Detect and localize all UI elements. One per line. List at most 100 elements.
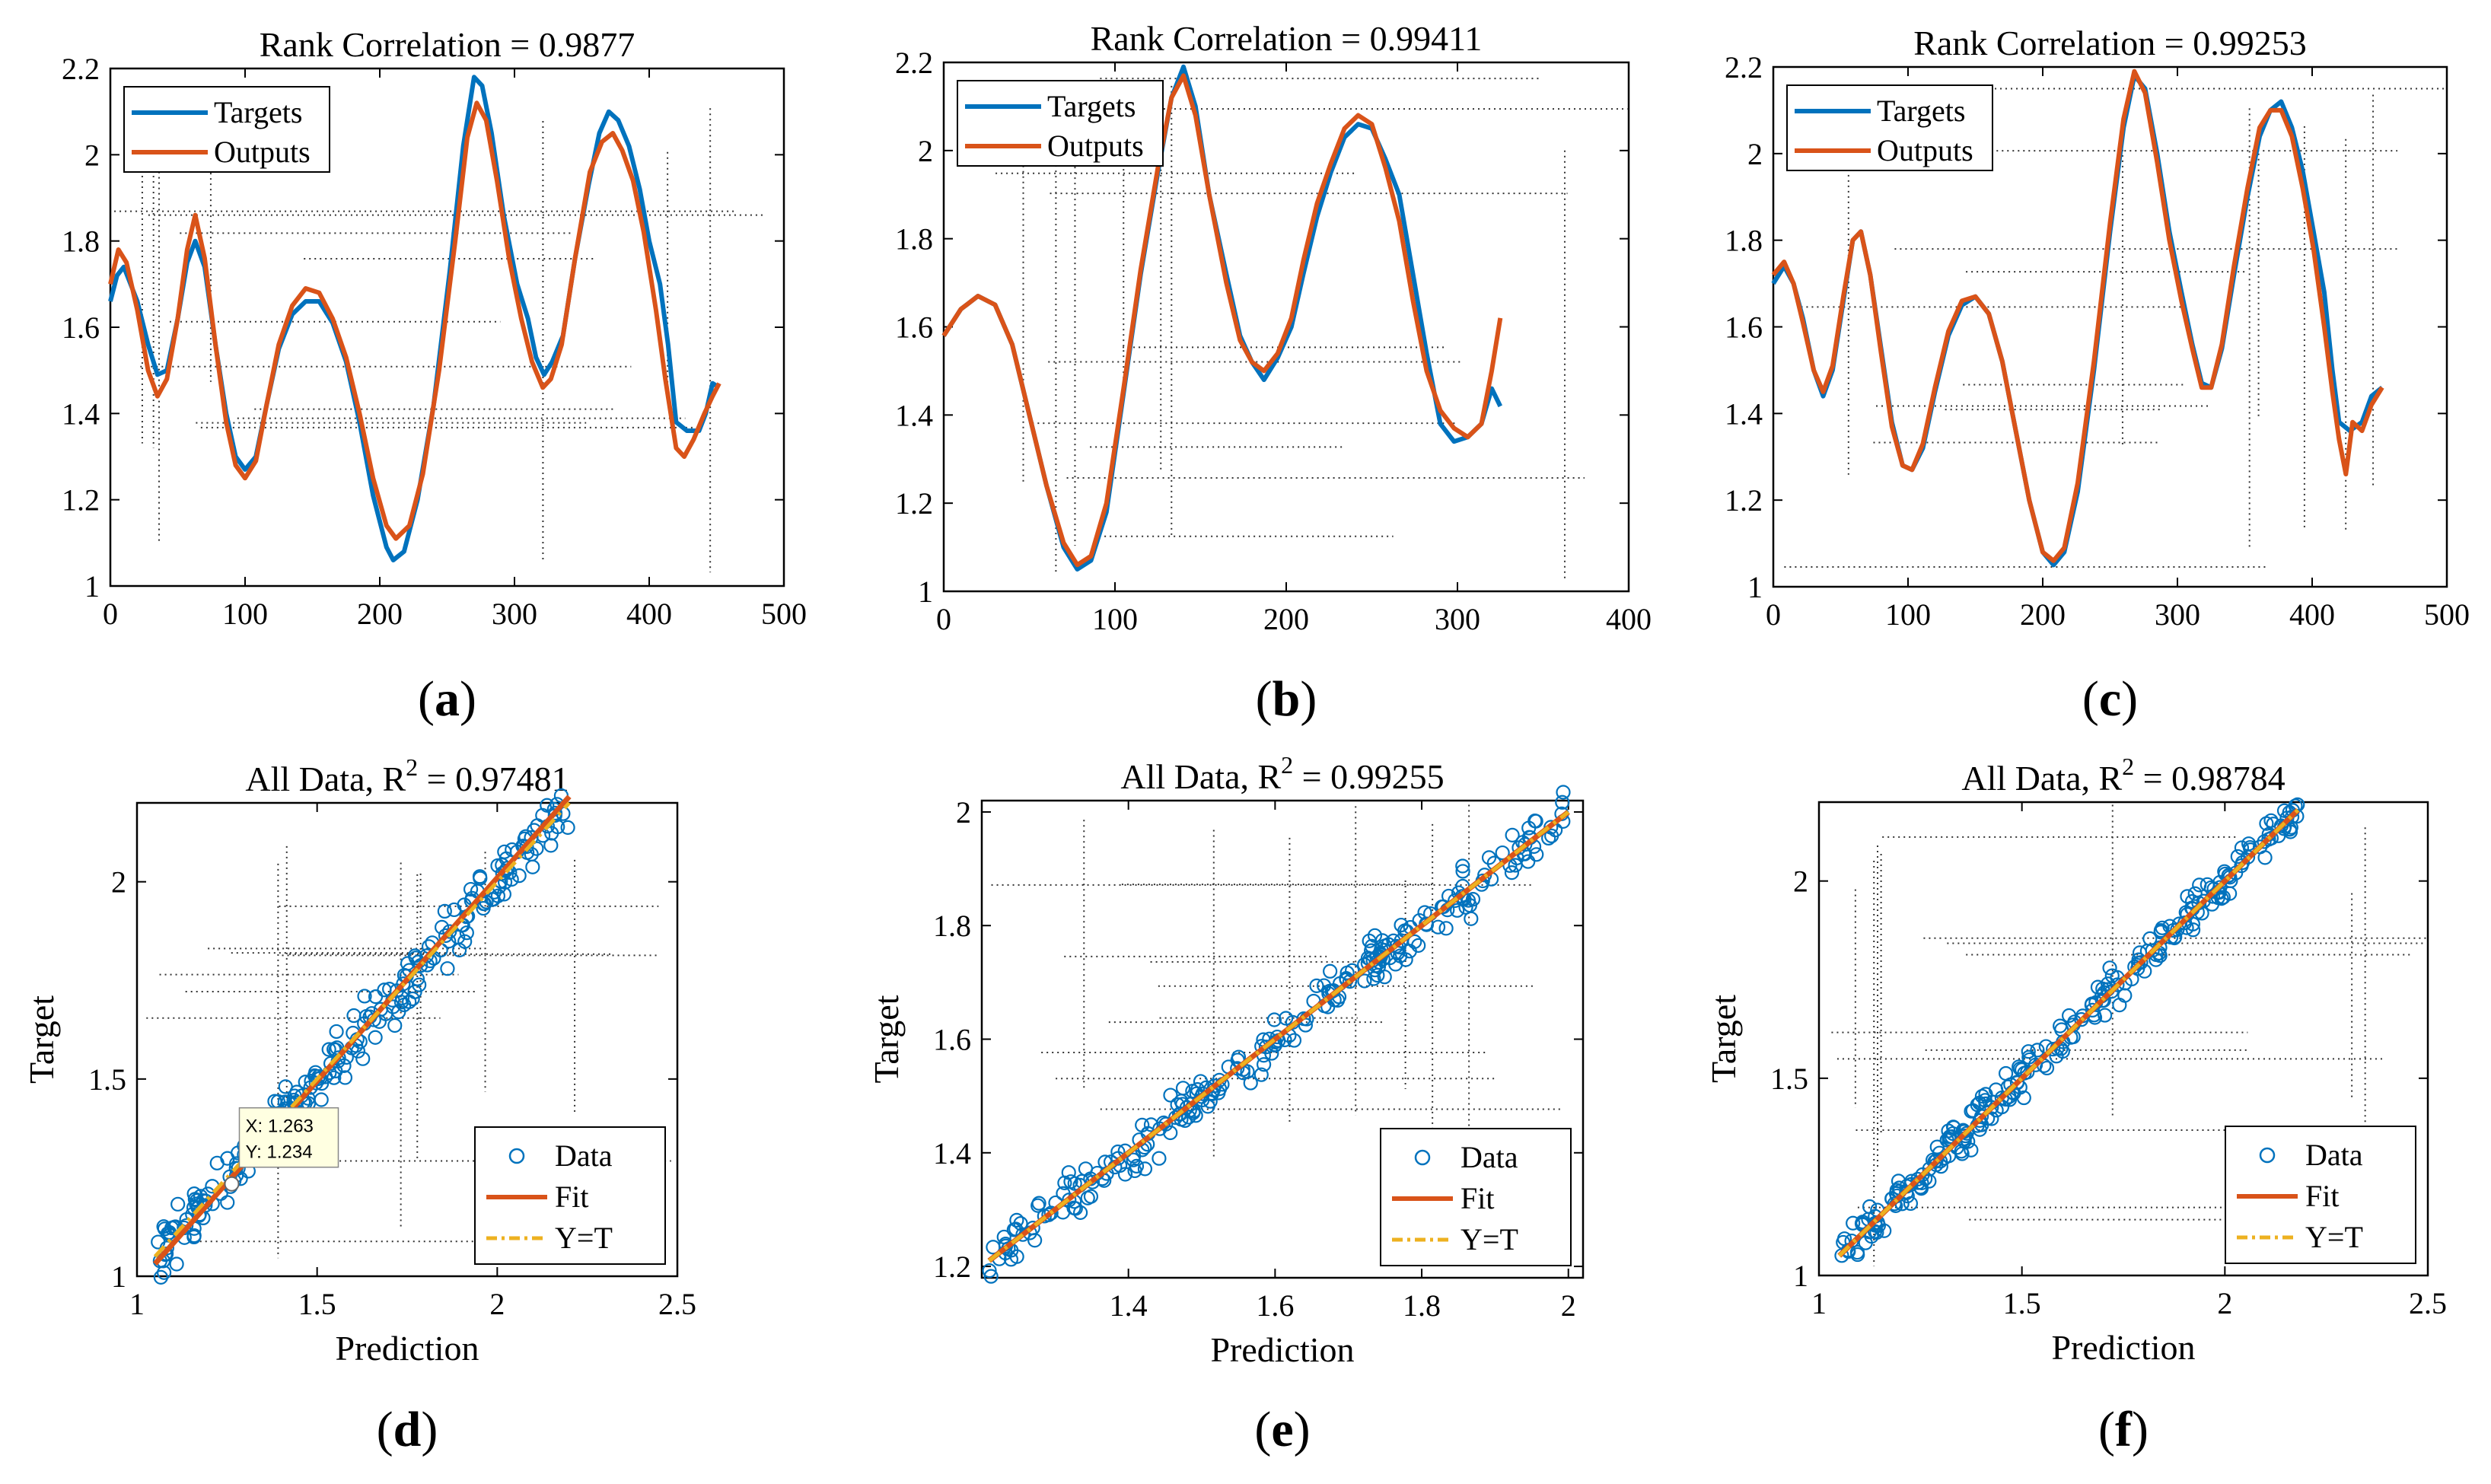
data-point bbox=[1988, 1082, 2004, 1097]
legend-label-targets: Targets bbox=[1877, 94, 1965, 128]
data-point bbox=[321, 1042, 336, 1057]
y-tick-label: 2 bbox=[956, 795, 971, 830]
y-tick-label: 2 bbox=[1747, 137, 1763, 171]
data-point bbox=[377, 982, 392, 998]
chart-title: Rank Correlation = 0.9877 bbox=[260, 25, 635, 64]
data-point bbox=[2117, 988, 2133, 1003]
data-point bbox=[1407, 934, 1422, 949]
panel-c: 0 100 200 300 400 500 1 1.2 1.4 1.6 1.8 2 2.2 Rank Co… bbox=[1725, 24, 2470, 632]
x-tick-label: 400 bbox=[1606, 602, 1652, 636]
datatip-box bbox=[238, 1107, 339, 1168]
data-point bbox=[1264, 1046, 1279, 1061]
x-tick-label: 500 bbox=[2424, 597, 2470, 632]
datatip-y: Y: 1.234 bbox=[245, 1142, 312, 1163]
paren: ) bbox=[460, 671, 476, 727]
x-tick-label: 1.8 bbox=[1403, 1288, 1441, 1323]
data-point bbox=[1495, 845, 1510, 861]
data-point bbox=[2110, 977, 2125, 992]
data-point bbox=[1009, 1249, 1024, 1264]
axes-box bbox=[1817, 801, 2429, 1277]
panel-letter: c bbox=[2099, 671, 2121, 727]
legend-label-targets: Targets bbox=[214, 95, 302, 129]
data-point bbox=[151, 1234, 166, 1250]
fit-line bbox=[153, 795, 572, 1266]
x-tick-label: 1.5 bbox=[298, 1287, 336, 1321]
legend: Data Fit Y=T bbox=[474, 1126, 666, 1265]
data-point bbox=[186, 1229, 202, 1245]
legend-label-fit: Fit bbox=[1461, 1181, 1494, 1215]
paren: ) bbox=[2121, 671, 2138, 727]
x-tick-label: 200 bbox=[1263, 602, 1309, 636]
axes-box bbox=[942, 61, 1630, 593]
y-tick-label: 1 bbox=[1747, 570, 1763, 604]
data-point bbox=[2142, 931, 2158, 946]
data-point bbox=[1974, 1088, 1990, 1104]
identity-line bbox=[1837, 808, 2300, 1257]
x-tick-label: 200 bbox=[2020, 597, 2066, 632]
legend-swatch-data bbox=[1414, 1149, 1431, 1166]
data-point bbox=[2028, 1057, 2043, 1072]
data-point bbox=[1009, 1212, 1024, 1228]
data-point bbox=[1367, 928, 1383, 943]
paren: ( bbox=[2098, 1402, 2115, 1457]
y-tick-label: 1 bbox=[918, 575, 933, 609]
data-point bbox=[2012, 1061, 2028, 1076]
panel-label-c: (c) bbox=[2082, 671, 2138, 727]
data-point bbox=[1528, 814, 1543, 829]
data-point bbox=[1056, 1186, 1071, 1201]
data-point bbox=[1152, 1151, 1167, 1166]
data-point bbox=[2196, 893, 2211, 909]
data-point bbox=[357, 989, 372, 1004]
y-tick-label: 1.6 bbox=[933, 1023, 971, 1057]
data-point bbox=[2187, 886, 2203, 901]
data-point bbox=[1163, 1088, 1178, 1103]
y-tick-label: 1.2 bbox=[62, 483, 100, 517]
data-point bbox=[1450, 903, 1465, 918]
data-point bbox=[434, 919, 450, 935]
legend-label-yt: Y=T bbox=[1461, 1222, 1518, 1256]
data-point bbox=[490, 858, 505, 874]
data-point bbox=[1555, 795, 1570, 810]
data-point bbox=[2215, 890, 2231, 905]
data-point bbox=[2263, 830, 2279, 845]
data-point bbox=[1929, 1139, 1945, 1154]
data-point bbox=[2282, 822, 2298, 837]
panel-letter: d bbox=[393, 1402, 422, 1457]
x-tick-label: 0 bbox=[1766, 597, 1781, 632]
legend-label-data: Data bbox=[1461, 1140, 1518, 1174]
paren: ) bbox=[1300, 671, 1317, 727]
data-point bbox=[294, 1088, 310, 1103]
data-point bbox=[327, 1070, 342, 1085]
data-point bbox=[1342, 974, 1358, 989]
x-tick-label: 400 bbox=[626, 597, 672, 631]
y-tick-label: 1.6 bbox=[895, 310, 933, 345]
data-point bbox=[1922, 1174, 1937, 1189]
title-superscript: 2 bbox=[1281, 751, 1293, 779]
x-tick-label: 1.6 bbox=[1256, 1288, 1294, 1323]
y-tick-label: 1.6 bbox=[1725, 310, 1763, 345]
data-point bbox=[1286, 1033, 1302, 1048]
data-point bbox=[1266, 1012, 1282, 1027]
panel-label-a: (a) bbox=[418, 671, 476, 727]
x-tick-label: 2 bbox=[2217, 1286, 2232, 1320]
y-axis-label: Target bbox=[867, 995, 906, 1083]
data-point bbox=[2030, 1043, 2045, 1058]
title-prefix: All Data, R bbox=[1120, 757, 1281, 796]
panel-b: 0 100 200 300 400 1 1.2 1.4 1.6 1.8 2 2.2 Rank Corre… bbox=[895, 19, 1652, 636]
data-point bbox=[1257, 1057, 1272, 1072]
data-point bbox=[405, 991, 420, 1007]
chart-title: All Data, R2 = 0.99255 bbox=[1120, 751, 1444, 796]
identity-line bbox=[988, 810, 1570, 1263]
data-point bbox=[1269, 1029, 1285, 1045]
x-tick-label: 100 bbox=[222, 597, 268, 631]
title-suffix: = 0.99255 bbox=[1293, 757, 1444, 796]
title-prefix: All Data, R bbox=[1961, 759, 2122, 798]
data-point bbox=[1357, 973, 1372, 989]
legend-label-outputs: Outputs bbox=[214, 135, 311, 169]
y-tick-label: 2 bbox=[111, 865, 126, 900]
data-point bbox=[355, 1051, 371, 1066]
data-point bbox=[1135, 1117, 1150, 1133]
data-point bbox=[190, 1193, 205, 1209]
y-tick-label: 2.2 bbox=[895, 46, 933, 80]
